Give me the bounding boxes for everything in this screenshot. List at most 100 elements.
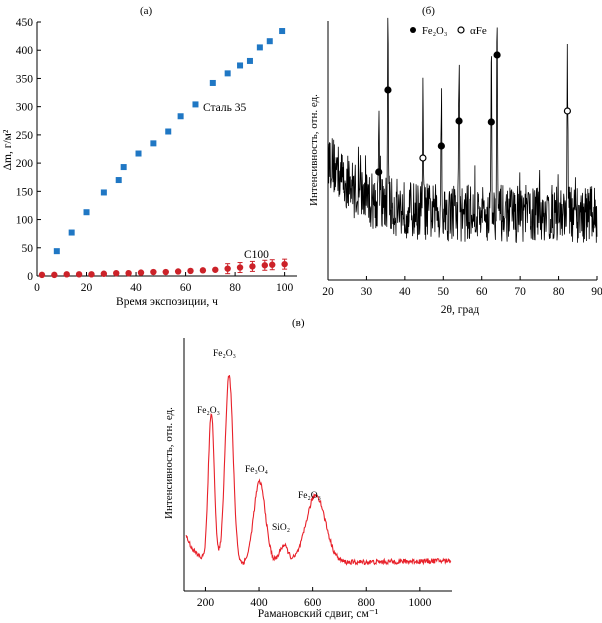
b-peak-marker <box>493 51 501 59</box>
a-point-c100 <box>137 269 145 276</box>
a-x-tick-label: 0 <box>34 282 40 294</box>
a-series-label-c100: С100 <box>244 249 269 261</box>
c-annotation-fe2o3-2: Fe₂O₃ <box>213 349 236 359</box>
b-peak-marker <box>375 168 383 176</box>
b-x-tick-label: 90 <box>591 286 602 298</box>
b-xrd-trace <box>327 17 598 243</box>
a-point-steel35 <box>100 189 107 196</box>
b-legend-fe2o3: Fe₂O₃ <box>422 26 448 37</box>
a-point-c100 <box>174 268 182 275</box>
a-point-c100 <box>281 260 288 268</box>
b-peak-marker <box>487 118 495 126</box>
c-y-label: Интенсивность, отн. ед. <box>163 407 175 519</box>
a-point-steel35 <box>68 229 75 236</box>
a-y-tick-label: 450 <box>16 17 34 29</box>
c-annotation-fe2o3-3: Fe₂O₃ <box>298 491 321 501</box>
a-x-tick-label: 100 <box>276 282 294 294</box>
a-y-tick-label: 100 <box>16 215 34 227</box>
a-point-c100 <box>162 268 169 276</box>
chart-b: (б) 20 30 40 50 60 70 80 90 Fe₂O₃ αFe 2θ, град … <box>308 5 602 316</box>
b-y-label: Интенсивность, отн. ед. <box>308 94 320 206</box>
b-peak-marker <box>419 154 427 162</box>
c-annotation-fe3o4: Fe₃O₄ <box>245 465 268 475</box>
c-x-tick-label: 200 <box>197 597 215 609</box>
a-point-c100 <box>51 271 58 279</box>
c-x-tick-label: 800 <box>358 597 376 609</box>
b-x-tick-label: 60 <box>476 286 488 298</box>
a-point-steel35 <box>279 28 286 35</box>
a-point-steel35 <box>266 38 273 45</box>
a-point-steel35 <box>237 62 244 69</box>
b-x-tick-label: 40 <box>399 286 411 298</box>
a-point-c100 <box>249 263 256 270</box>
a-y-tick-label: 200 <box>16 158 34 170</box>
a-point-c100 <box>212 266 219 273</box>
c-annotation-fe2o3-1: Fe₂O₃ <box>197 406 220 416</box>
a-point-c100 <box>150 268 157 276</box>
a-point-steel35 <box>246 57 253 64</box>
c-annotation-sio2: SiO₂ <box>272 523 290 533</box>
a-point-steel35 <box>256 44 263 51</box>
a-point-steel35 <box>192 101 199 108</box>
a-y-label: Δm, г/м² <box>2 129 14 170</box>
chart-c: (в) 200 400 600 800 1000 Fe₂O₃ Fe₂O₃ Fe₃O₄ S… <box>163 317 452 620</box>
c-x-tick-label: 1000 <box>408 597 431 609</box>
b-x-tick-label: 80 <box>553 286 565 298</box>
panel-b-label: (б) <box>422 5 435 17</box>
a-point-steel35 <box>177 113 184 120</box>
a-point-c100 <box>38 271 46 279</box>
b-legend-marker-afe <box>457 26 465 34</box>
b-peak-marker <box>437 142 445 150</box>
b-legend-afe: αFe <box>470 25 487 37</box>
a-y-tick-label: 0 <box>27 271 33 283</box>
panel-c-label: (в) <box>292 317 305 329</box>
a-point-c100 <box>236 264 244 271</box>
a-point-c100 <box>224 265 231 272</box>
a-point-c100 <box>63 271 70 278</box>
c-x-tick-label: 400 <box>250 597 268 609</box>
a-y-tick-label: 350 <box>16 73 34 85</box>
b-peak-marker <box>384 86 392 94</box>
a-point-c100 <box>88 271 95 278</box>
a-y-tick-label: 400 <box>16 45 34 57</box>
a-x-tick-label: 40 <box>130 282 142 294</box>
c-x-label: Рамановский сдвиг, см⁻¹ <box>258 608 379 620</box>
a-point-c100 <box>199 267 207 274</box>
a-point-c100 <box>100 270 108 277</box>
chart-a: (а) 0 20 40 60 80 100 0 50 100 150 200 250 300 350 400… <box>2 5 297 308</box>
b-x-tick-label: 70 <box>514 286 526 298</box>
b-peak-marker <box>563 107 572 115</box>
b-peak-marker <box>455 117 463 125</box>
b-x-tick-label: 30 <box>361 286 373 298</box>
a-point-c100 <box>125 269 132 277</box>
a-y-tick-label: 150 <box>16 186 34 198</box>
a-x-label: Время экспозиции, ч <box>116 296 218 308</box>
panel-a-label: (а) <box>140 5 153 17</box>
a-point-steel35 <box>53 248 60 255</box>
b-x-label: 2θ, град <box>441 304 480 316</box>
a-x-tick-label: 60 <box>180 282 192 294</box>
b-x-tick-label: 50 <box>438 286 450 298</box>
a-point-steel35 <box>135 150 142 157</box>
a-y-tick-label: 50 <box>22 243 34 255</box>
a-point-c100 <box>261 262 269 269</box>
a-point-steel35 <box>209 79 216 86</box>
a-point-steel35 <box>120 164 127 171</box>
a-x-tick-label: 80 <box>229 282 241 294</box>
a-point-c100 <box>75 271 83 278</box>
a-point-steel35 <box>224 70 231 77</box>
b-x-tick-label: 20 <box>322 286 334 298</box>
a-point-steel35 <box>150 140 157 147</box>
a-x-tick-label: 20 <box>81 282 93 294</box>
c-x-tick-label: 600 <box>304 597 322 609</box>
a-point-steel35 <box>83 209 90 216</box>
a-point-c100 <box>113 269 120 277</box>
a-series-label-steel35: Сталь 35 <box>203 102 246 114</box>
c-raman-trace <box>185 375 452 566</box>
a-y-tick-label: 300 <box>16 102 34 114</box>
a-y-tick-label: 250 <box>16 130 34 142</box>
b-legend-marker-fe2o3 <box>410 27 416 33</box>
a-point-steel35 <box>165 128 172 135</box>
a-point-c100 <box>269 261 276 268</box>
